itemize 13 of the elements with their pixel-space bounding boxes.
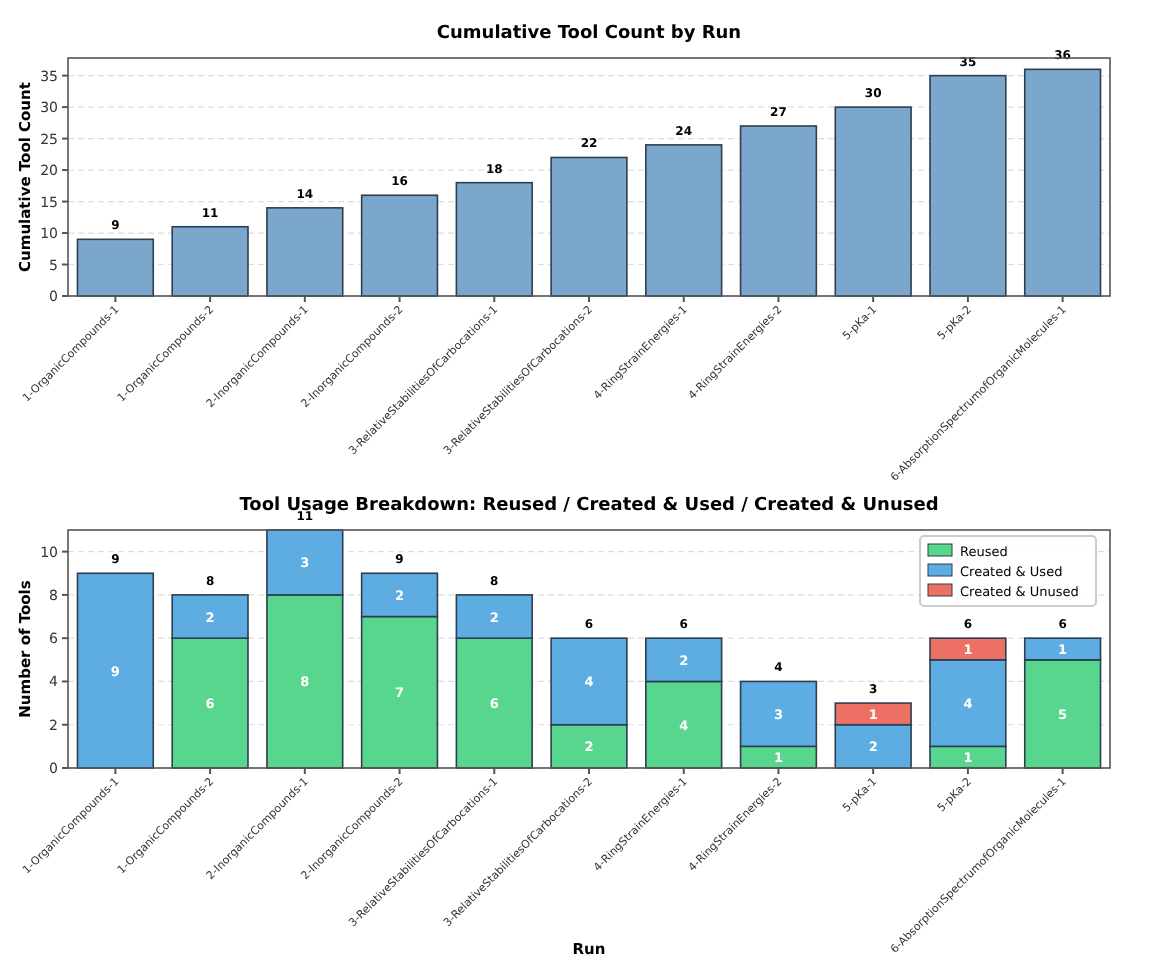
bar bbox=[929, 74, 1007, 297]
bar bbox=[834, 106, 912, 297]
bar bbox=[266, 207, 344, 297]
bar bbox=[76, 238, 155, 297]
bar bbox=[455, 181, 533, 297]
bar bbox=[1023, 68, 1102, 297]
bar bbox=[550, 156, 628, 297]
bar bbox=[171, 225, 249, 297]
bar bbox=[76, 572, 155, 769]
chart-title: Cumulative Tool Count by Run bbox=[436, 24, 742, 44]
bar bbox=[360, 194, 439, 297]
bar bbox=[645, 144, 723, 297]
bar bbox=[739, 125, 818, 297]
